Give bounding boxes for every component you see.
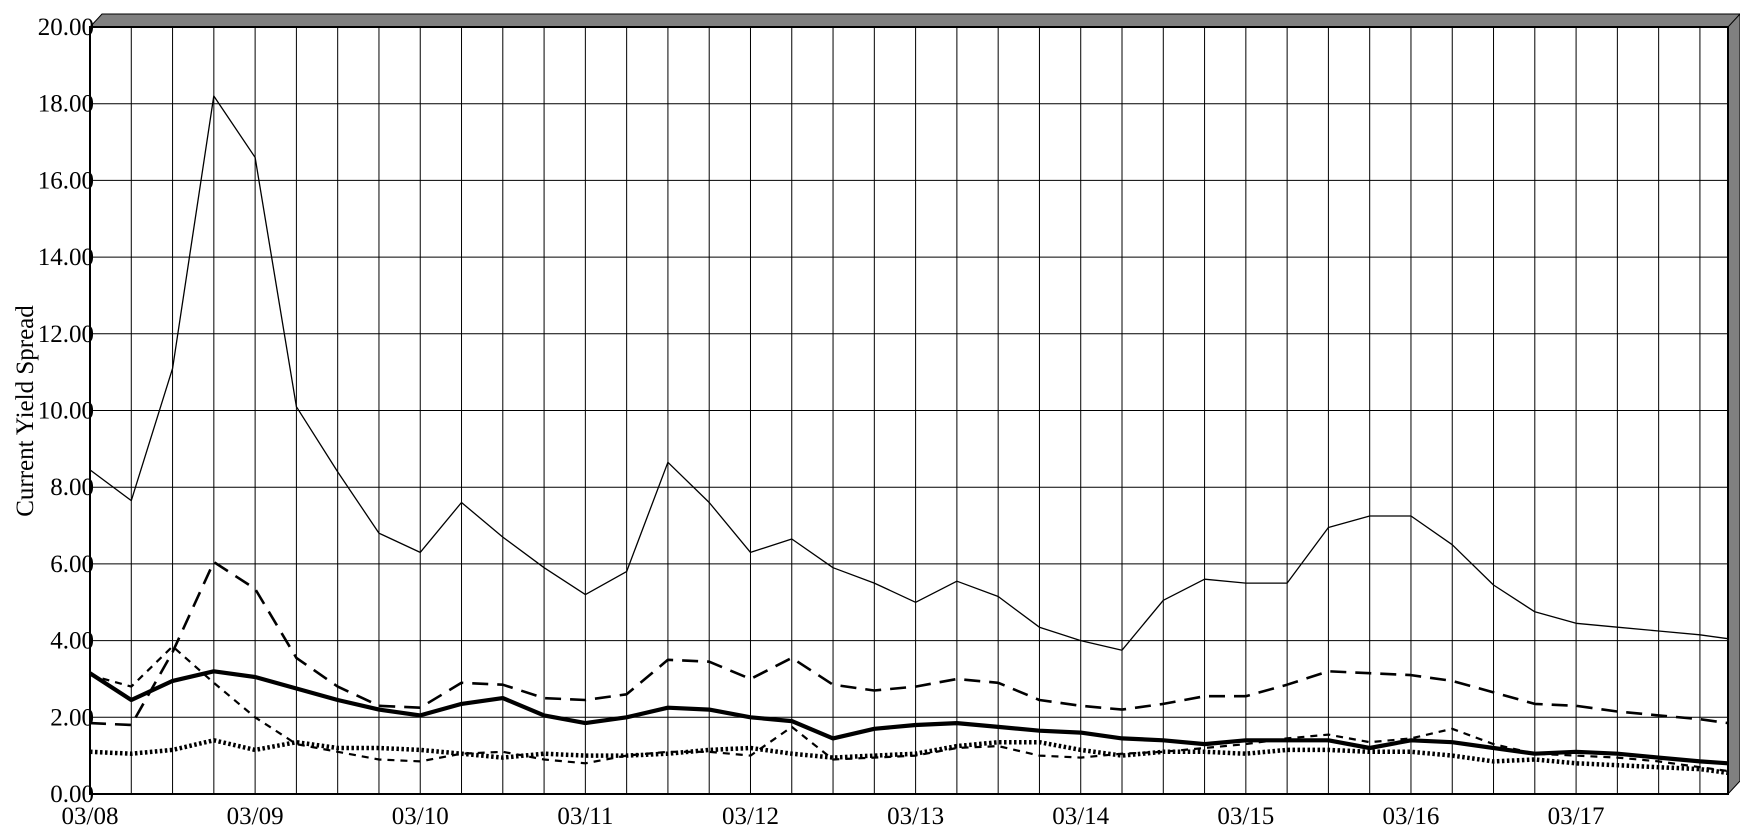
x-tick-label: 03/15 [1217, 803, 1274, 828]
series-line-thin-solid [89, 95, 1729, 651]
series-line-thick-solid [88, 669, 1729, 766]
y-axis-title: Current Yield Spread [12, 305, 39, 517]
y-tick-label: 14.00 [38, 244, 94, 271]
x-tick-label: 03/14 [1052, 803, 1109, 828]
y-tick-label: 0.00 [50, 781, 94, 808]
x-tick-label: 03/11 [557, 803, 613, 828]
plot-border [89, 26, 1729, 795]
y-tick-labels: 0.00 2.00 4.00 6.00 8.00 10.00 12.00 14.00 16.00… [38, 14, 94, 808]
x-tick-label: 03/10 [392, 803, 449, 828]
y-tick-label: 12.00 [38, 321, 94, 348]
x-tick-label: 03/13 [887, 803, 944, 828]
y-tick-label: 18.00 [38, 91, 94, 118]
y-tick-label: 4.00 [50, 628, 94, 655]
y-tick-label: 2.00 [50, 704, 94, 731]
series-line-dotted [89, 738, 1729, 776]
y-tick-label: 10.00 [38, 398, 94, 425]
x-tick-label: 03/12 [722, 803, 779, 828]
y-tick-label: 20.00 [38, 14, 94, 41]
plot-right-bevel [1727, 13, 1740, 796]
series-line-long-dash [89, 560, 1729, 727]
plot-top-bevel [88, 13, 1740, 28]
x-tick-label: 03/08 [62, 803, 119, 828]
x-tick-label: 03/16 [1382, 803, 1439, 828]
x-tick-labels: 03/08 03/09 03/10 03/11 03/12 03/13 03/14 03/15… [62, 803, 1605, 828]
y-tick-label: 8.00 [50, 474, 94, 501]
y-tick-label: 16.00 [38, 167, 94, 194]
y-tick-label: 6.00 [50, 551, 94, 578]
x-tick-label: 03/09 [227, 803, 284, 828]
series-group [88, 95, 1729, 776]
x-tick-label: 03/17 [1548, 803, 1605, 828]
